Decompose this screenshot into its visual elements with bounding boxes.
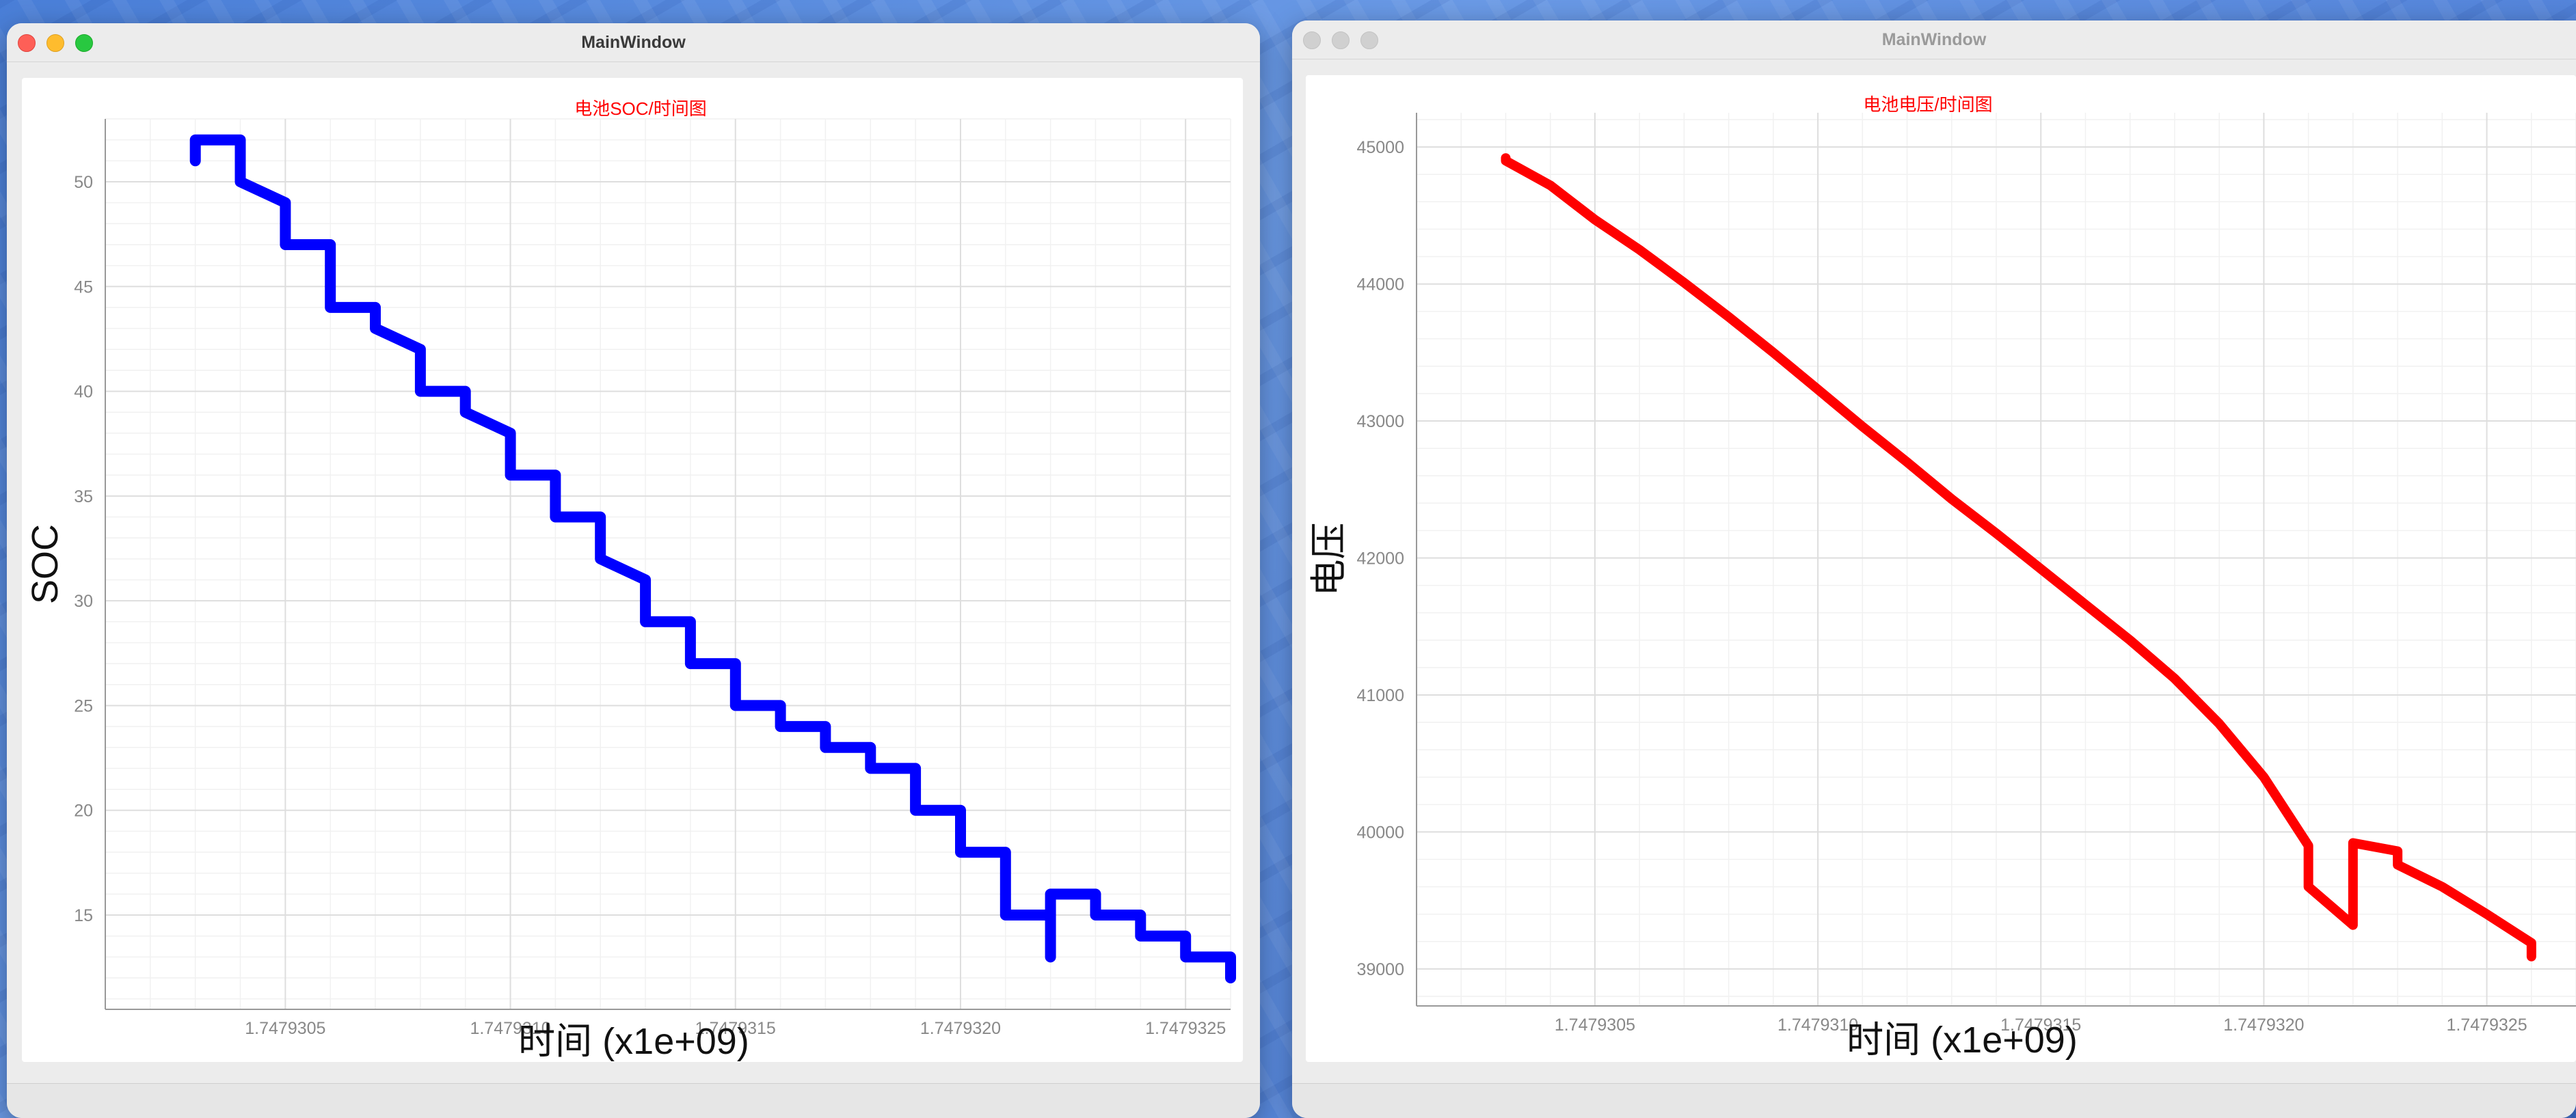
y-tick-label: 41000: [1356, 686, 1404, 705]
y-tick-label: 39000: [1356, 960, 1404, 979]
x-axis-label: 时间 (x1e+09): [518, 1021, 749, 1062]
y-tick-label: 30: [74, 592, 93, 611]
zoom-window-button[interactable]: [1360, 31, 1378, 49]
y-tick-label: 43000: [1356, 412, 1404, 431]
y-tick-label: 40000: [1356, 823, 1404, 842]
y-tick-label: 42000: [1356, 549, 1404, 568]
x-tick-label: 1.7479325: [2446, 1015, 2527, 1035]
status-bar: [7, 1083, 1260, 1118]
x-tick-label: 1.7479315: [2000, 1015, 2081, 1035]
y-tick-label: 20: [74, 802, 93, 821]
x-tick-label: 1.7479325: [1145, 1019, 1226, 1038]
y-tick-label: 35: [74, 487, 93, 506]
minor-grid: [105, 118, 1231, 1009]
titlebar[interactable]: MainWindow: [1292, 21, 2576, 59]
minimize-window-button[interactable]: [1332, 31, 1350, 49]
soc-chart: 1.7479305 1.7479310 1.7479315 1.7479320 1.74…: [25, 98, 1236, 1062]
voltage-chart: 1.7479305 1.7479310 1.7479315 1.7479320 1.74…: [1309, 94, 2576, 1061]
y-axis-label: SOC: [25, 524, 66, 604]
close-window-button[interactable]: [18, 34, 36, 52]
x-tick-label: 1.7479305: [1555, 1015, 1635, 1035]
y-tick-label: 15: [74, 906, 93, 925]
x-tick-label: 1.7479320: [920, 1019, 1001, 1038]
titlebar[interactable]: MainWindow: [7, 23, 1260, 62]
window-controls: [18, 34, 93, 52]
chart-title: 电池电压/时间图: [1863, 94, 1992, 115]
major-grid: [105, 119, 1231, 1009]
y-tick-label: 40: [74, 383, 93, 402]
series-line: [189, 134, 1236, 983]
window-controls: [1303, 31, 1378, 49]
x-tick-label: 1.7479305: [245, 1019, 325, 1038]
y-tick-label: 45000: [1356, 138, 1404, 157]
main-window-soc[interactable]: MainWindow 1.7479305 1.7479310 1.7479315 1.…: [7, 23, 1260, 1118]
y-tick-label: 44000: [1356, 275, 1404, 295]
chart-title: 电池SOC/时间图: [574, 98, 707, 119]
soc-chart-panel: 1.7479305 1.7479310 1.7479315 1.7479320 1.74…: [22, 78, 1243, 1062]
major-grid: [1417, 113, 2576, 1006]
status-bar: [1292, 1083, 2576, 1118]
x-axis-label: 时间 (x1e+09): [1847, 1020, 2078, 1061]
y-tick-label: 25: [74, 696, 93, 715]
window-title: MainWindow: [581, 32, 686, 52]
window-title: MainWindow: [1881, 29, 1987, 49]
minimize-window-button[interactable]: [46, 34, 64, 52]
y-axis-label: 电压: [1309, 523, 1350, 597]
voltage-chart-panel: 1.7479305 1.7479310 1.7479315 1.7479320 1.74…: [1306, 75, 2576, 1062]
x-tick-label: 1.7479320: [2223, 1015, 2304, 1035]
zoom-window-button[interactable]: [75, 34, 93, 52]
close-window-button[interactable]: [1303, 31, 1321, 49]
series-line: [1501, 153, 2536, 962]
x-tick-label: 1.7479310: [1777, 1015, 1858, 1035]
y-tick-label: 45: [74, 277, 93, 297]
x-tick-label: 1.7479315: [695, 1019, 776, 1038]
main-window-voltage[interactable]: MainWindow 1.7479305 1.7479310 1.7479315 1.…: [1292, 21, 2576, 1118]
x-tick-label: 1.7479310: [470, 1019, 550, 1038]
y-tick-label: 50: [74, 173, 93, 192]
